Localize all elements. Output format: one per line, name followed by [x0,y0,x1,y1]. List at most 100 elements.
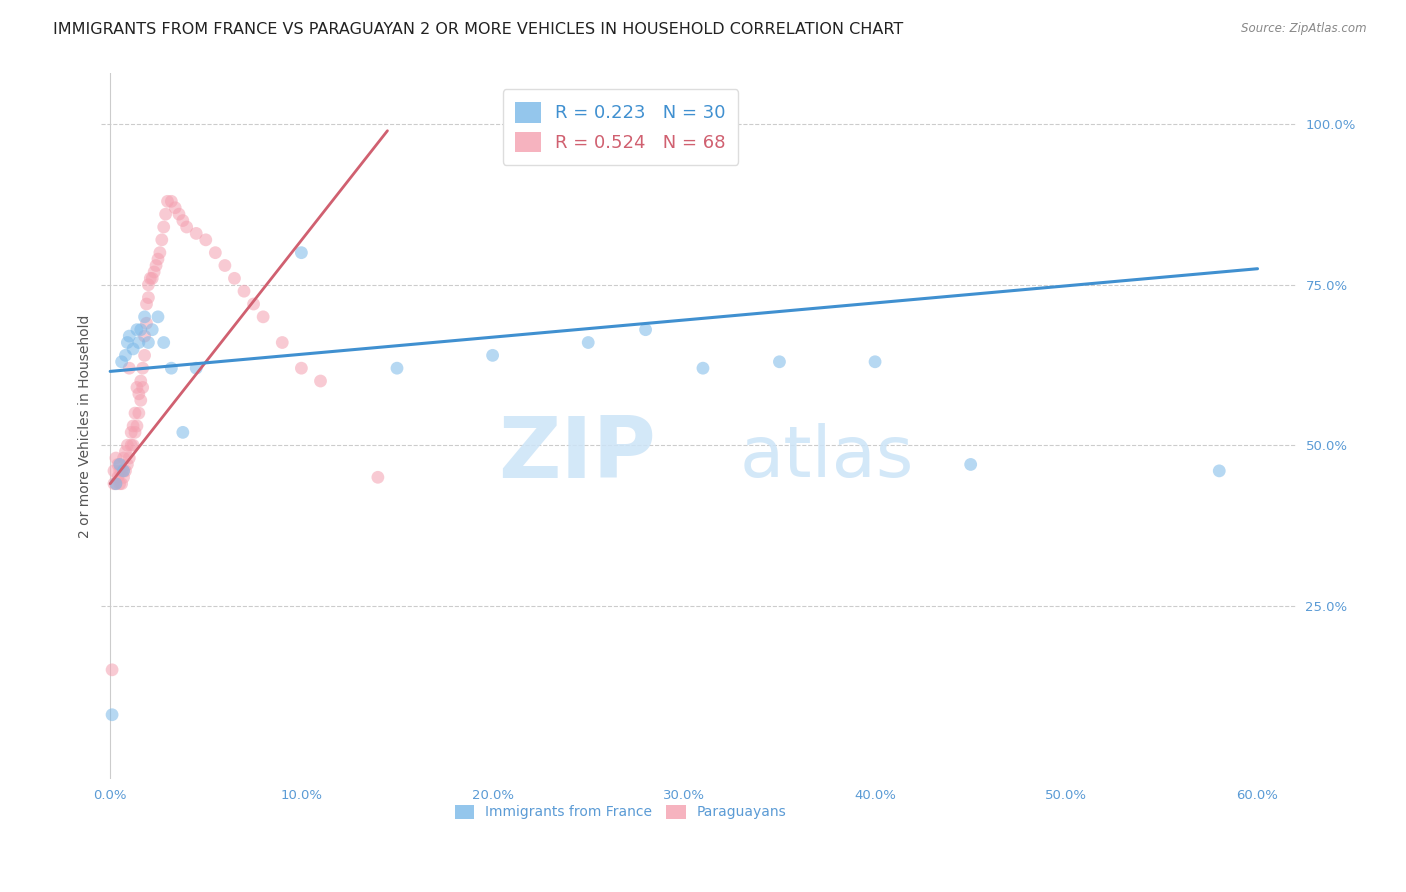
Point [138,277,160,292]
Point [233,284,256,298]
Point [138,291,160,305]
Point [204,245,226,260]
Text: Source: ZipAtlas.com: Source: ZipAtlas.com [1241,22,1367,36]
Point [141,271,163,285]
Point [692,361,714,376]
Point [176,219,198,234]
Point [309,374,332,388]
Point [129,374,152,388]
Point [104,450,127,465]
Point [129,393,152,408]
Point [224,271,246,285]
Point [150,233,173,247]
Point [152,219,174,234]
Text: ZIP: ZIP [499,413,657,496]
Point [194,233,217,247]
Point [114,444,136,458]
Point [242,297,264,311]
Point [863,355,886,369]
Point [290,361,312,376]
Point [107,458,129,472]
Point [107,470,129,484]
Point [141,323,163,337]
Text: IMMIGRANTS FROM FRANCE VS PARAGUAYAN 2 OR MORE VEHICLES IN HOUSEHOLD CORRELATION: IMMIGRANTS FROM FRANCE VS PARAGUAYAN 2 O… [53,22,904,37]
Point [114,348,136,362]
Point [367,470,389,484]
Point [634,323,657,337]
Point [128,335,150,350]
Point [959,458,981,472]
Point [146,252,169,266]
Point [111,476,134,491]
Point [117,438,139,452]
Point [134,329,156,343]
Point [103,476,125,491]
Point [576,335,599,350]
Point [118,329,141,343]
Point [112,464,135,478]
Point [186,227,208,241]
Point [122,419,145,434]
Point [138,335,160,350]
Point [139,271,162,285]
Point [481,348,503,362]
Point [135,297,157,311]
Point [160,194,183,209]
Point [134,348,156,362]
Point [768,355,790,369]
Point [124,425,146,440]
Point [146,310,169,324]
Point [172,213,194,227]
Point [165,201,187,215]
Point [103,464,125,478]
Point [128,387,150,401]
Point [131,380,153,394]
Text: atlas: atlas [740,423,914,492]
Point [120,438,142,452]
Point [214,259,236,273]
Point [143,265,166,279]
Y-axis label: 2 or more Vehicles in Household: 2 or more Vehicles in Household [79,314,93,538]
Point [112,470,135,484]
Point [152,335,174,350]
Point [112,450,135,465]
Point [111,464,134,478]
Point [135,316,157,330]
Point [186,361,208,376]
Point [290,245,312,260]
Point [1208,464,1230,478]
Point [117,335,139,350]
Point [101,707,124,722]
Point [252,310,274,324]
Point [145,259,167,273]
Point [112,464,135,478]
Point [118,361,141,376]
Point [128,406,150,420]
Point [108,458,131,472]
Point [167,207,190,221]
Point [118,450,141,465]
Point [114,464,136,478]
Point [120,425,142,440]
Point [271,335,294,350]
Point [111,355,134,369]
Point [108,464,131,478]
Point [131,361,153,376]
Point [101,663,124,677]
Point [124,406,146,420]
Point [104,476,127,491]
Point [385,361,408,376]
Point [125,323,148,337]
Legend: Immigrants from France, Paraguayans: Immigrants from France, Paraguayans [449,799,792,825]
Point [108,458,131,472]
Point [172,425,194,440]
Point [125,380,148,394]
Point [104,476,127,491]
Point [125,419,148,434]
Point [160,361,183,376]
Point [122,342,145,356]
Point [149,245,172,260]
Point [108,476,131,491]
Point [134,310,156,324]
Point [129,323,152,337]
